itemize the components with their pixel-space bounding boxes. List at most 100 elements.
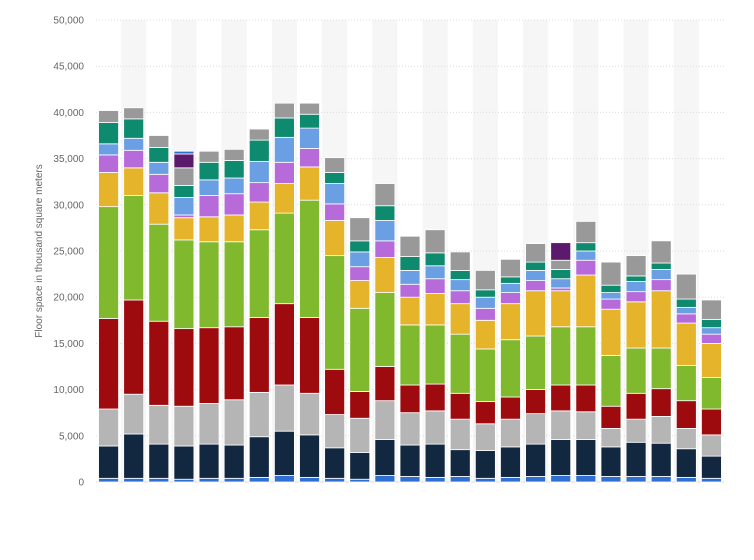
bar-segment <box>123 118 145 139</box>
bar-segment <box>500 276 521 284</box>
bar-segment <box>525 443 546 477</box>
bar-stack <box>223 148 245 483</box>
bar-segment <box>600 405 622 429</box>
bar-segment <box>248 128 270 141</box>
bar-segment <box>500 418 521 448</box>
bar-segment <box>474 307 496 321</box>
bar-segment <box>575 242 597 252</box>
bar-segment <box>701 434 722 457</box>
bar-segment <box>474 423 496 451</box>
bar-segment <box>650 262 672 270</box>
bar-segment <box>123 137 145 151</box>
bar-segment <box>424 324 446 385</box>
bar-segment <box>625 281 647 293</box>
y-tick-label: 0 <box>78 478 84 489</box>
bar-segment <box>198 241 220 329</box>
bar-segment <box>600 355 622 407</box>
y-tick-label: 20,000 <box>53 293 84 304</box>
bar-segment <box>273 161 295 184</box>
bar-segment <box>701 318 722 329</box>
bar-segment <box>399 235 421 257</box>
bar-stack <box>248 128 270 483</box>
bar-stack <box>374 183 396 483</box>
bar-segment <box>123 477 145 483</box>
bar-segment <box>173 239 195 330</box>
bar-segment <box>374 366 396 402</box>
bar-segment <box>424 293 446 326</box>
bar-segment <box>424 229 446 254</box>
bar-segment <box>550 410 572 440</box>
bar-stack <box>324 157 346 483</box>
bar-segment <box>500 292 521 305</box>
bar-segment <box>123 107 145 120</box>
y-tick-label: 30,000 <box>53 200 84 211</box>
bar-segment <box>374 400 396 440</box>
bar-segment <box>98 110 119 123</box>
bar-segment <box>148 477 170 483</box>
bar-segment <box>299 476 320 483</box>
bar-segment <box>399 283 421 298</box>
bar-segment <box>198 327 220 404</box>
bar-segment <box>650 240 672 264</box>
bar-segment <box>500 476 521 483</box>
bar-segment <box>575 326 597 386</box>
bar-segment <box>625 301 647 349</box>
bar-stack <box>550 242 572 483</box>
bar-segment <box>600 298 622 310</box>
bar-segment <box>474 270 496 291</box>
bar-segment <box>675 273 697 300</box>
bar-segment <box>399 384 421 414</box>
bar-segment <box>675 448 697 478</box>
bar-segment <box>223 326 245 401</box>
bar-segment <box>650 290 672 349</box>
bar-segment <box>449 449 471 477</box>
y-tick-label: 5,000 <box>59 431 84 442</box>
bar-segment <box>123 299 145 395</box>
bar-segment <box>123 167 145 196</box>
bar-segment <box>600 428 622 448</box>
bar-segment <box>675 365 697 402</box>
bar-segment <box>248 229 270 318</box>
bar-segment <box>248 317 270 393</box>
bar-segment <box>600 308 622 356</box>
bar-segment <box>123 393 145 435</box>
bar-segment <box>575 439 597 476</box>
bar-segment <box>575 411 597 440</box>
bar-stack <box>198 150 220 483</box>
bar-stack <box>349 217 371 483</box>
bar-stack <box>148 135 170 483</box>
bar-stack <box>424 229 446 483</box>
bar-segment <box>299 166 320 201</box>
bar-segment <box>625 255 647 277</box>
bar-segment <box>349 307 371 392</box>
bar-segment <box>98 172 119 208</box>
bar-segment <box>173 217 195 241</box>
bar-segment <box>650 476 672 483</box>
bar-segment <box>449 270 471 281</box>
bar-segment <box>575 475 597 483</box>
bar-segment <box>575 384 597 413</box>
bar-segment <box>148 443 170 479</box>
bar-segment <box>449 476 471 483</box>
bar-segment <box>650 279 672 292</box>
bar-segment <box>374 183 396 207</box>
bar-segment <box>650 269 672 281</box>
bar-segment <box>525 389 546 415</box>
bar-segment <box>223 177 245 195</box>
bar-segment <box>374 475 396 483</box>
bar-segment <box>148 192 170 225</box>
bar-segment <box>223 477 245 483</box>
bar-segment <box>299 113 320 129</box>
bar-segment <box>675 306 697 315</box>
bar-segment <box>273 183 295 214</box>
bar-segment <box>500 339 521 398</box>
bar-stack <box>273 102 295 483</box>
bar-segment <box>173 184 195 198</box>
bar-segment <box>198 161 220 181</box>
bar-segment <box>98 154 119 173</box>
bar-segment <box>148 223 170 322</box>
bar-segment <box>675 476 697 483</box>
bar-segment <box>399 296 421 326</box>
bar-segment <box>148 161 170 175</box>
